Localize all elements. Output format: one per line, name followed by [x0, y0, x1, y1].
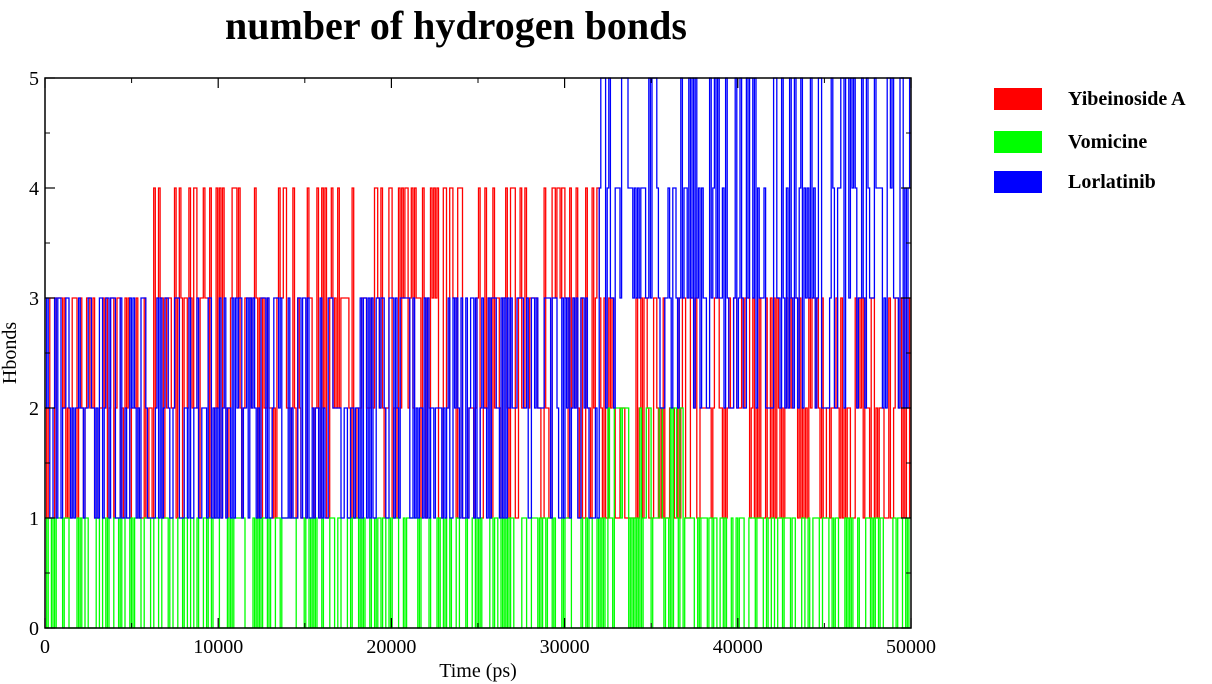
x-tick-label: 10000	[193, 636, 243, 658]
legend-label: Yibeinoside A	[1068, 88, 1186, 110]
y-tick-label: 4	[29, 178, 39, 200]
chart-title: number of hydrogen bonds	[225, 3, 687, 48]
y-tick-label: 2	[29, 398, 39, 420]
x-tick-label: 40000	[713, 636, 763, 658]
y-tick-label: 5	[29, 68, 39, 90]
x-tick-label: 20000	[366, 636, 416, 658]
legend-label: Lorlatinib	[1068, 171, 1156, 193]
series-lorlatinib	[45, 77, 911, 519]
legend-swatch-blue	[994, 171, 1042, 193]
y-tick-label: 0	[29, 618, 39, 640]
x-tick-label: 0	[40, 636, 50, 658]
chart-plot: 0 10000 20000 30000 40000 50000 0 1 2 3 4 5 Time (p…	[0, 68, 936, 682]
legend-swatch-green	[994, 131, 1042, 153]
y-tick-label: 3	[29, 288, 39, 310]
legend-label: Vomicine	[1068, 131, 1148, 153]
y-axis-label: Hbonds	[0, 322, 21, 384]
legend-item-vomicine: Vomicine	[994, 129, 1209, 155]
y-tick-label: 1	[29, 508, 39, 530]
legend-swatch-red	[994, 88, 1042, 110]
legend-item-yibeinoside-a: Yibeinoside A	[994, 86, 1209, 112]
series-layer	[45, 77, 911, 629]
x-tick-label: 30000	[540, 636, 590, 658]
x-tick-label: 50000	[886, 636, 936, 658]
legend-item-lorlatinib: Lorlatinib	[994, 169, 1209, 195]
x-axis-label: Time (ps)	[439, 660, 517, 682]
axes-layer: 0 10000 20000 30000 40000 50000 0 1 2 3 4 5	[29, 68, 936, 658]
